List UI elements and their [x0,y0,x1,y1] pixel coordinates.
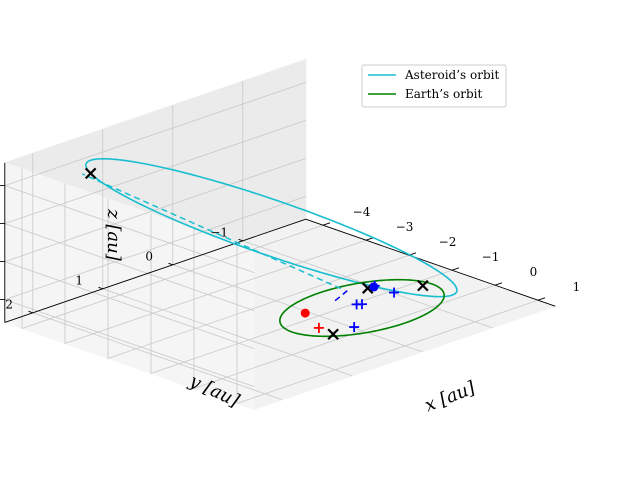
legend-label-earth: Earth’s orbit [405,87,482,101]
grid-line-x [107,198,410,359]
x-tick-label: −2 [439,235,457,249]
x-marker-stroke [417,279,429,292]
series-layer [81,157,458,338]
x-marker [417,279,429,292]
axes-panes [3,58,557,411]
x-tick-label: 0 [530,265,538,279]
dashed-connector-line [334,290,348,302]
y-tick-label: 1 [75,274,83,288]
marker-layer [84,167,429,341]
axis-lines [4,162,556,323]
x-tick-mark [365,237,374,241]
x-tick-label: −4 [353,205,371,219]
grid-line-x [236,243,539,404]
plus-marker [357,299,367,310]
grid-line-x [64,183,367,344]
plus-marker [389,287,400,298]
y-tick-mark [238,238,243,242]
grid-line-x [193,228,496,389]
x-tick-label: −3 [396,220,414,234]
x-tick-mark [494,282,503,286]
x-marker [327,328,339,341]
y-tick-label: 2 [5,298,13,312]
x-tick-mark [537,297,546,301]
x-axis-line [305,218,556,307]
plus-marker [349,322,360,333]
plus-marker [313,322,324,333]
y-axis-line [4,218,306,323]
legend-box [361,64,507,108]
tick-labels: −4−3−2−101−10120.00.20.40.6 [0,184,581,314]
asteroid-orbit-line [85,157,458,298]
x-marker-stroke [84,167,97,180]
earth-orbit-line [279,278,445,338]
z-axis-label: z [au] [103,208,124,262]
dashed-connector-line [81,173,342,290]
x-tick-mark [322,222,331,226]
x-marker [84,167,97,180]
x-tick-label: 1 [573,280,581,294]
x-axis-label: x [au] [422,377,479,416]
y-tick-mark [28,310,33,314]
legend-label-asteroid: Asteroid’s orbit [404,68,499,82]
dot-marker [300,308,310,318]
legend: Asteroid’s orbit Earth’s orbit [361,64,507,108]
x-tick-label: −1 [482,250,500,264]
x-marker-stroke [327,328,339,341]
y-tick-mark [98,286,103,290]
y-tick-mark [168,262,173,266]
dot-marker [369,282,379,292]
grid-line-x [21,168,324,329]
x-tick-mark [451,267,460,271]
y-tick-label: 0 [145,250,153,264]
